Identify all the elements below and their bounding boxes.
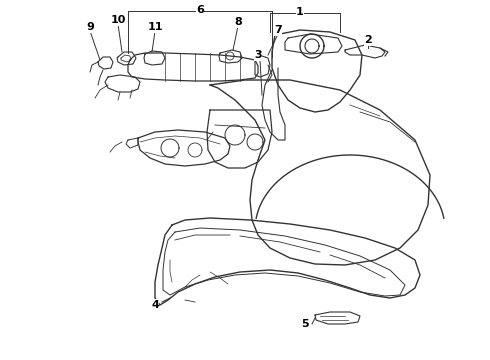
- Text: 10: 10: [110, 15, 126, 25]
- Text: 4: 4: [151, 300, 159, 310]
- Text: 1: 1: [296, 7, 304, 17]
- Text: 3: 3: [254, 50, 262, 60]
- Text: 8: 8: [234, 17, 242, 27]
- Text: 9: 9: [86, 22, 94, 32]
- Text: 5: 5: [301, 319, 309, 329]
- Text: 2: 2: [364, 35, 372, 45]
- Text: 6: 6: [196, 5, 204, 15]
- Text: 7: 7: [274, 25, 282, 35]
- Text: 11: 11: [147, 22, 163, 32]
